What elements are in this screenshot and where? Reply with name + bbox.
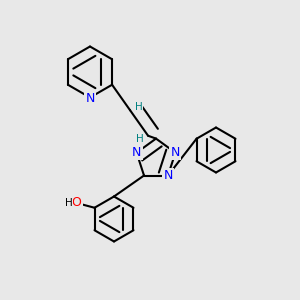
Text: N: N [171,146,180,159]
Text: O: O [72,196,82,209]
Text: N: N [132,146,141,159]
Text: H: H [135,102,142,112]
Text: H: H [136,134,144,144]
Text: N: N [85,92,95,106]
Text: H: H [64,198,72,208]
Text: N: N [163,169,173,182]
